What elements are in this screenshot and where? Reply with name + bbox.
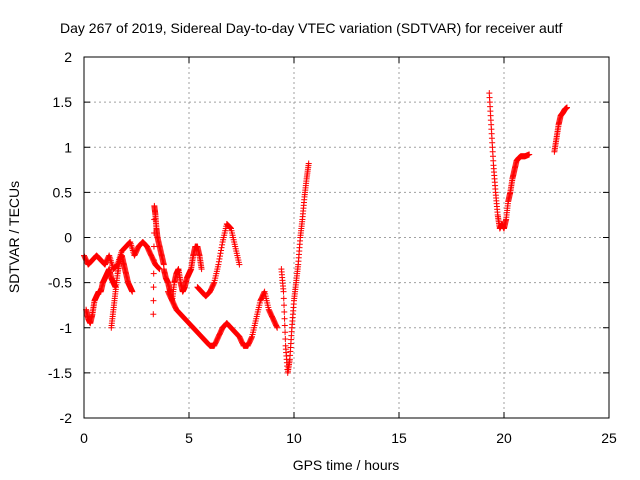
data-point	[155, 264, 162, 271]
data-point	[210, 280, 217, 287]
axis-ticks: 0 5 10 15 20 25 -2 -1.5 -1 -0.5 0 0.5 1 1.5 2	[48, 49, 617, 446]
x-axis-label: GPS time / hours	[293, 457, 400, 473]
data-point	[280, 288, 287, 295]
y-tick-label: -1	[60, 320, 73, 336]
data-points	[81, 90, 570, 376]
y-tick-label: 1	[64, 139, 72, 155]
data-point	[150, 284, 157, 291]
data-point	[219, 241, 226, 248]
x-tick-label: 10	[286, 430, 302, 446]
data-point	[218, 247, 225, 254]
plot-frame	[83, 56, 610, 419]
y-tick-label: -2	[60, 410, 73, 426]
data-point	[218, 244, 225, 251]
data-point	[280, 295, 287, 302]
data-point	[227, 224, 234, 231]
data-point	[150, 257, 157, 264]
data-point	[150, 270, 157, 277]
data-point	[281, 315, 288, 322]
data-point	[156, 265, 163, 272]
data-point	[282, 329, 289, 336]
data-point	[216, 253, 223, 260]
y-tick-label: 2	[64, 49, 72, 65]
x-tick-label: 15	[391, 430, 407, 446]
y-axis-label: SDTVAR / TECUs	[6, 181, 22, 293]
data-point	[564, 104, 570, 111]
data-point	[281, 322, 288, 329]
data-point	[129, 288, 136, 295]
data-point	[215, 261, 222, 268]
data-point	[305, 160, 312, 167]
data-point	[150, 243, 157, 250]
chart-title: Day 267 of 2019, Sidereal Day-to-day VTE…	[60, 20, 563, 36]
data-point	[150, 311, 157, 318]
data-point	[216, 255, 223, 262]
data-point	[150, 297, 157, 304]
data-point	[281, 302, 288, 309]
data-point	[226, 224, 233, 231]
data-point	[248, 334, 255, 341]
data-point	[282, 336, 289, 343]
data-point	[215, 258, 222, 265]
y-tick-label: 1.5	[53, 94, 73, 110]
y-tick-label: 0.5	[53, 184, 73, 200]
y-tick-label: -0.5	[48, 275, 72, 291]
data-point	[236, 261, 243, 268]
data-point	[526, 151, 533, 158]
data-point	[261, 289, 268, 296]
data-point	[274, 324, 281, 331]
x-tick-label: 20	[496, 430, 512, 446]
data-point	[273, 323, 280, 330]
data-point	[281, 308, 288, 315]
x-tick-label: 5	[185, 430, 193, 446]
data-point	[217, 250, 224, 257]
grid-lines	[84, 57, 609, 418]
y-tick-label: 0	[64, 230, 72, 246]
y-tick-label: -1.5	[48, 365, 72, 381]
x-tick-label: 0	[80, 430, 88, 446]
x-tick-label: 25	[601, 430, 617, 446]
data-point	[198, 266, 205, 273]
